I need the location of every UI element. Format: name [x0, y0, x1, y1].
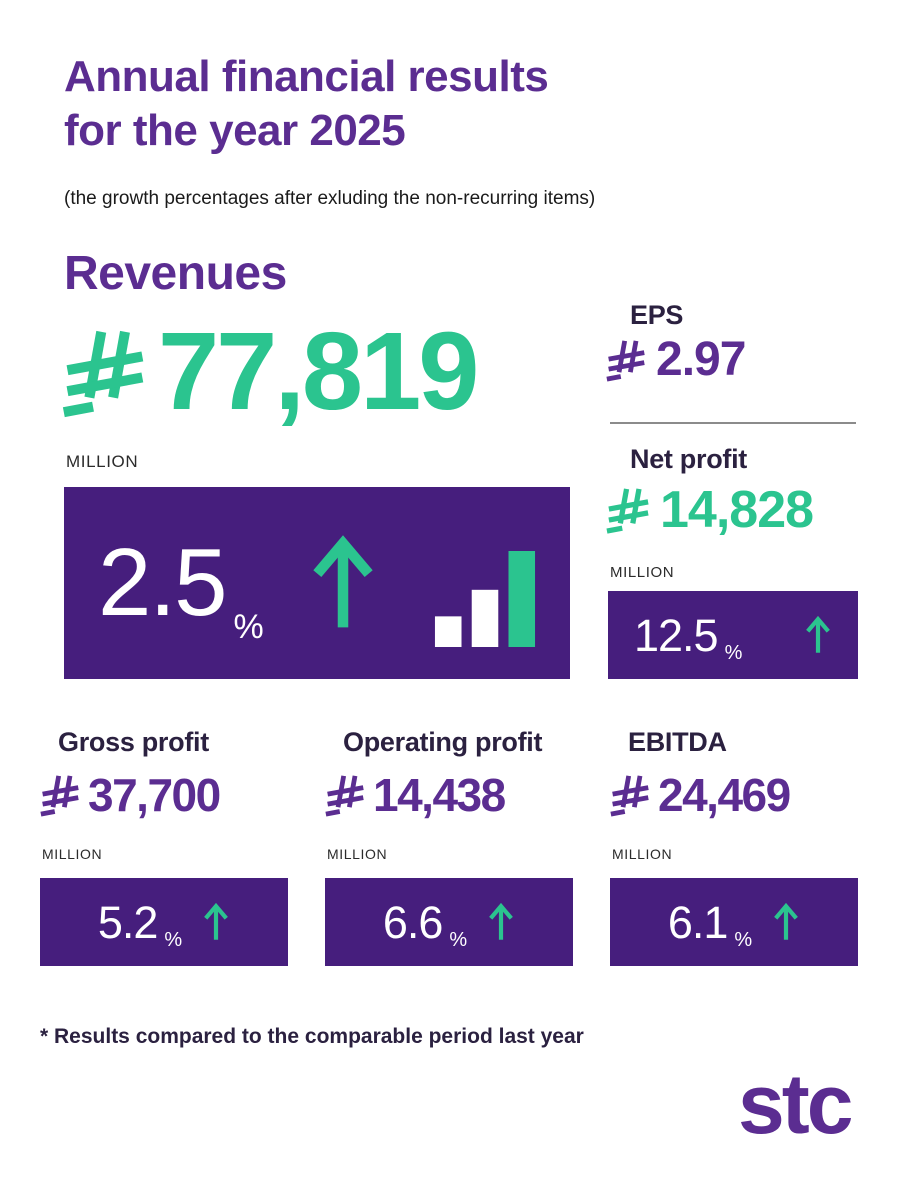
operating-profit-growth-percent-sign: %	[449, 929, 468, 951]
saudi-riyal-icon	[40, 773, 80, 817]
revenues-growth-percent-sign: %	[233, 608, 264, 646]
eps-heading: EPS	[630, 300, 684, 330]
eps-value-row: 2.97	[606, 333, 746, 386]
net-profit-growth-percent-sign: %	[724, 642, 743, 664]
revenues-growth-box: 2.5 %	[64, 487, 570, 679]
gross-profit-value-row: 37,700	[40, 772, 288, 818]
saudi-riyal-icon	[62, 326, 146, 418]
page-title-line1: Annual financial results	[64, 52, 549, 101]
revenues-growth-value: 2.5	[98, 529, 227, 636]
ebitda-growth-value: 6.1	[667, 896, 729, 948]
gross-profit-growth-percent-sign: %	[164, 929, 183, 951]
saudi-riyal-icon	[606, 486, 650, 534]
page-title-line2: for the year 2025	[64, 105, 406, 155]
gross-profit-growth-value: 5.2	[97, 896, 159, 948]
bar-chart-icon	[434, 551, 536, 647]
up-arrow-icon	[487, 901, 515, 943]
ebitda-growth-box: 6.1 %	[610, 878, 858, 966]
operating-profit-unit: MILLION	[327, 846, 388, 862]
saudi-riyal-icon	[325, 773, 365, 817]
net-profit-growth-value: 12.5	[634, 609, 719, 661]
revenues-unit: MILLION	[66, 452, 139, 471]
net-profit-value: 14,828	[660, 481, 814, 539]
gross-profit-unit: MILLION	[42, 846, 103, 862]
up-arrow-icon	[306, 534, 380, 632]
ebitda-value: 24,469	[658, 769, 791, 821]
net-profit-value-row: 14,828	[606, 481, 814, 539]
operating-profit-value-row: 14,438	[325, 772, 573, 818]
net-profit-heading: Net profit	[630, 444, 747, 474]
operating-profit-growth-box: 6.6 %	[325, 878, 573, 966]
operating-profit-growth-value: 6.6	[382, 896, 444, 948]
ebitda-value-row: 24,469	[610, 772, 858, 818]
ebitda-unit: MILLION	[612, 846, 673, 862]
up-arrow-icon	[772, 901, 800, 943]
page-title: Annual financial results for the year 20…	[64, 50, 549, 157]
revenues-value: 77,819	[158, 310, 479, 433]
section-divider	[610, 422, 856, 424]
revenues-heading: Revenues	[64, 247, 287, 300]
saudi-riyal-icon	[606, 338, 646, 382]
gross-profit-value: 37,700	[88, 769, 221, 821]
footnote: * Results compared to the comparable per…	[40, 1025, 584, 1048]
gross-profit-heading: Gross profit	[58, 727, 209, 757]
operating-profit-heading: Operating profit	[343, 727, 543, 757]
ebitda-growth-percent-sign: %	[734, 929, 753, 951]
ebitda-heading: EBITDA	[628, 727, 727, 757]
operating-profit-value: 14,438	[373, 769, 506, 821]
up-arrow-icon	[202, 901, 230, 943]
saudi-riyal-icon	[610, 773, 650, 817]
up-arrow-icon	[804, 614, 832, 656]
page-subtitle: (the growth percentages after exluding t…	[64, 188, 596, 209]
stc-logo: stc	[738, 1057, 853, 1151]
revenues-value-row: 77,819	[62, 310, 479, 433]
net-profit-unit: MILLION	[610, 564, 675, 581]
eps-value: 2.97	[656, 333, 746, 386]
net-profit-growth-box: 12.5 %	[608, 591, 858, 679]
gross-profit-growth-box: 5.2 %	[40, 878, 288, 966]
